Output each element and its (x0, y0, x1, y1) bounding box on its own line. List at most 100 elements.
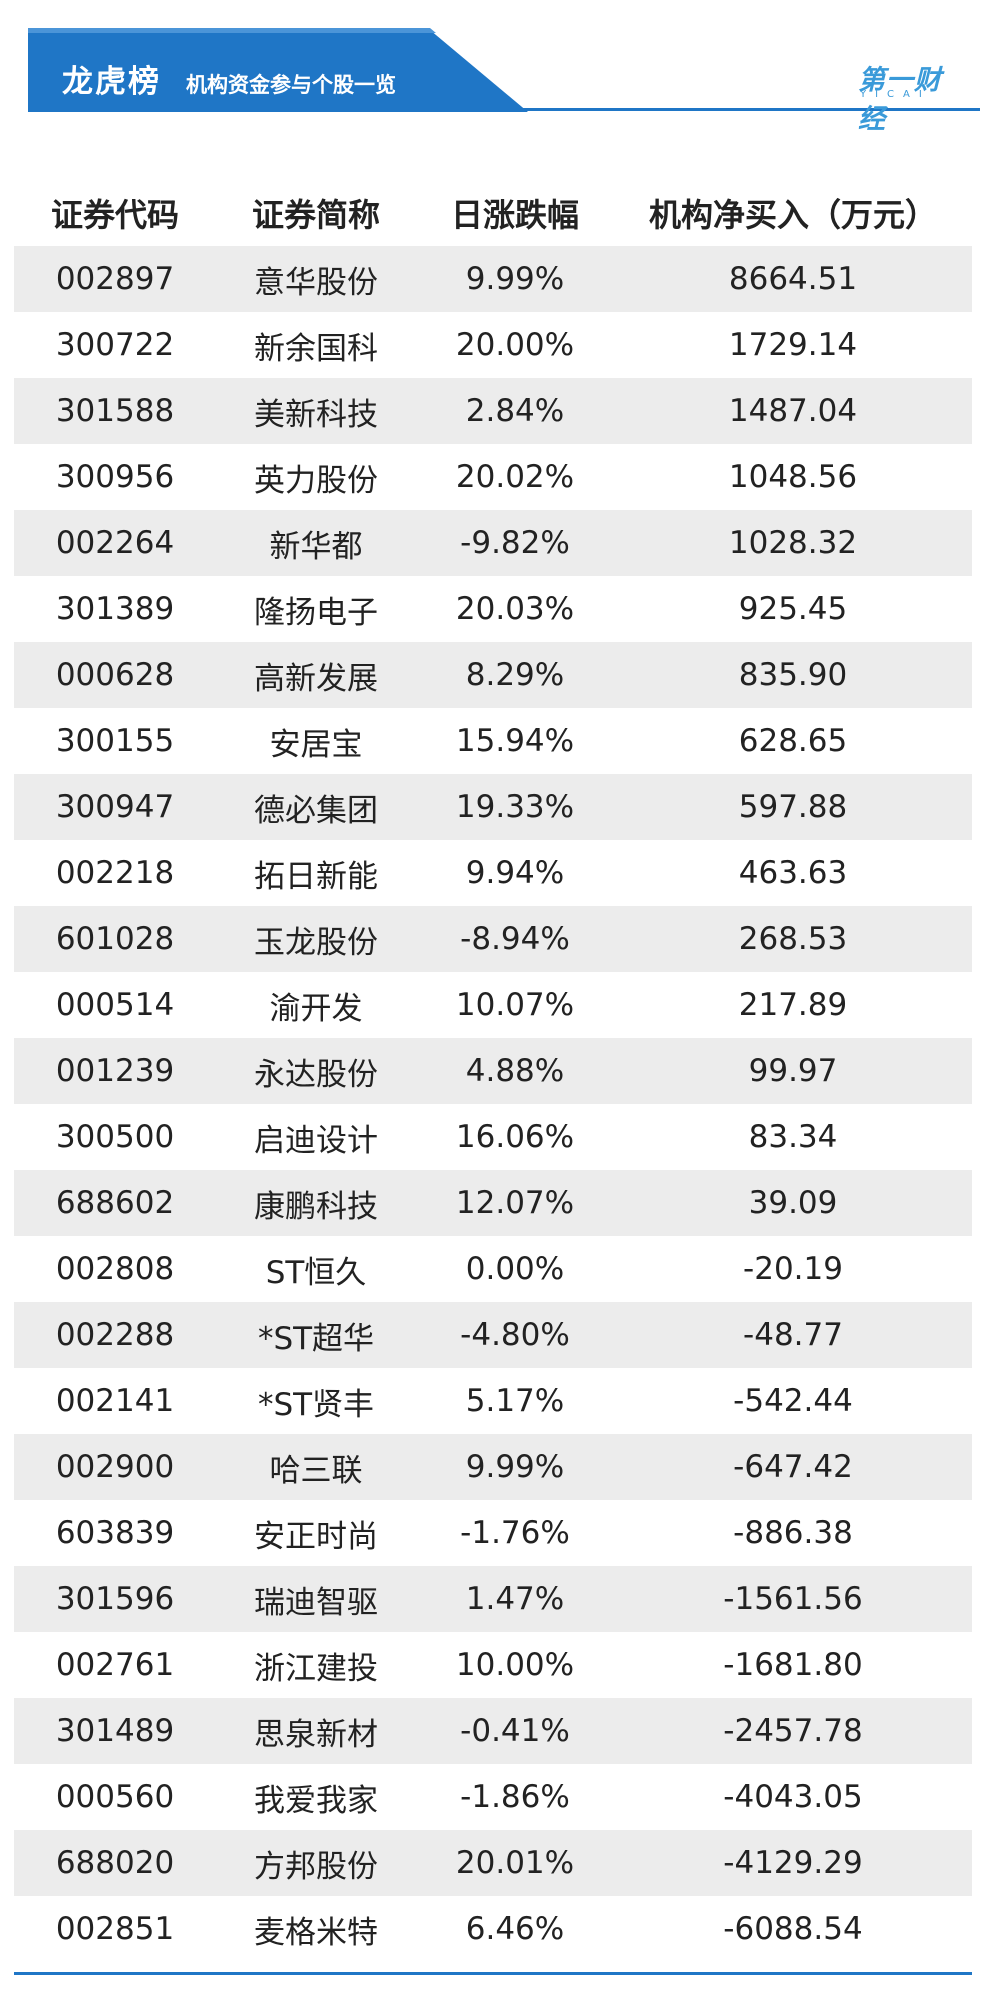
stock-name-cell: 隆扬电子 (254, 594, 378, 631)
stock-code-cell: 300956 (55, 459, 175, 495)
stock-code-cell: 688602 (14, 1170, 216, 1236)
net-buy-cell: 1028.32 (614, 510, 972, 576)
table-row: 002264 新华都 -9.82% 1028.32 (14, 510, 972, 576)
net-buy-cell: 1729.14 (728, 327, 858, 363)
daily-change-cell: -8.94% (416, 906, 614, 972)
stock-name-cell: 德必集团 (216, 774, 416, 840)
stock-code-cell: 002141 (55, 1383, 175, 1419)
table-row: 000514 渝开发 10.07% 217.89 (14, 972, 972, 1038)
stock-code-cell: 000628 (14, 642, 216, 708)
table-row: 002900 哈三联 9.99% -647.42 (14, 1434, 972, 1500)
stock-name-cell: 启迪设计 (254, 1122, 378, 1159)
stock-code-cell: 000560 (55, 1779, 175, 1815)
stock-name-cell: 我爱我家 (254, 1782, 378, 1819)
net-buy-cell: 463.63 (738, 855, 848, 891)
daily-change-cell: 10.07% (455, 987, 575, 1023)
stock-code-cell: 002218 (55, 855, 175, 891)
stock-name-cell: 玉龙股份 (216, 906, 416, 972)
table-row: 688602 康鹏科技 12.07% 39.09 (14, 1170, 972, 1236)
stock-code-cell: 002900 (14, 1434, 216, 1500)
logo-subtext: YICAI (860, 89, 931, 100)
daily-change-cell: 0.00% (465, 1251, 565, 1287)
table-row: 002897 意华股份 9.99% 8664.51 (14, 246, 972, 312)
table-row: 300956 英力股份 20.02% 1048.56 (14, 444, 972, 510)
logo-text: 第一财经 (858, 65, 942, 135)
daily-change-cell: 2.84% (416, 378, 614, 444)
yicai-logo: 第一财经 YICAI (858, 58, 968, 135)
net-buy-cell: -4043.05 (723, 1779, 863, 1815)
stock-code-cell: 301489 (14, 1698, 216, 1764)
institution-trades-table: 证券代码 证券简称 日涨跌幅 机构净买入（万元） 002897 意华股份 9.99%… (14, 180, 972, 1962)
daily-change-cell: -1.86% (460, 1779, 570, 1815)
stock-code-cell: 300722 (55, 327, 175, 363)
daily-change-cell: 12.07% (416, 1170, 614, 1236)
stock-name-cell: 康鹏科技 (216, 1170, 416, 1236)
daily-change-cell: 20.00% (455, 327, 575, 363)
table-row: 300722 新余国科 20.00% 1729.14 (14, 312, 972, 378)
table-row: 002288 *ST超华 -4.80% -48.77 (14, 1302, 972, 1368)
stock-code-cell: 001239 (14, 1038, 216, 1104)
stock-code-cell: 002264 (14, 510, 216, 576)
stock-code-cell: 002808 (55, 1251, 175, 1287)
stock-name-cell: 高新发展 (216, 642, 416, 708)
header-name: 证券简称 (251, 196, 380, 234)
daily-change-cell: 1.47% (416, 1566, 614, 1632)
daily-change-cell: -9.82% (416, 510, 614, 576)
net-buy-cell: -1681.80 (723, 1647, 863, 1683)
table-row: 301389 隆扬电子 20.03% 925.45 (14, 576, 972, 642)
table-row: 000628 高新发展 8.29% 835.90 (14, 642, 972, 708)
bottom-rule (14, 1972, 972, 1975)
table-row: 002808 ST恒久 0.00% -20.19 (14, 1236, 972, 1302)
daily-change-cell: 20.01% (416, 1830, 614, 1896)
net-buy-cell: 835.90 (614, 642, 972, 708)
stock-name-cell: 美新科技 (216, 378, 416, 444)
stock-name-cell: 麦格米特 (254, 1914, 378, 1951)
stock-code-cell: 688020 (14, 1830, 216, 1896)
daily-change-cell: 9.99% (416, 1434, 614, 1500)
table-header-row: 证券代码 证券简称 日涨跌幅 机构净买入（万元） (14, 180, 972, 246)
table-row: 300500 启迪设计 16.06% 83.34 (14, 1104, 972, 1170)
daily-change-cell: 19.33% (416, 774, 614, 840)
table-row: 002851 麦格米特 6.46% -6088.54 (14, 1896, 972, 1962)
stock-code-cell: 002851 (55, 1911, 175, 1947)
table-row: 000560 我爱我家 -1.86% -4043.05 (14, 1764, 972, 1830)
net-buy-cell: 8664.51 (614, 246, 972, 312)
net-buy-cell: -4129.29 (614, 1830, 972, 1896)
banner-title: 龙虎榜 (62, 64, 161, 100)
stock-name-cell: 新余国科 (254, 330, 378, 367)
table-row: 603839 安正时尚 -1.76% -886.38 (14, 1500, 972, 1566)
net-buy-cell: 925.45 (738, 591, 848, 627)
net-buy-cell: 1048.56 (728, 459, 858, 495)
stock-name-cell: 安居宝 (269, 726, 363, 763)
daily-change-cell: 10.00% (455, 1647, 575, 1683)
table-row: 300155 安居宝 15.94% 628.65 (14, 708, 972, 774)
stock-name-cell: 瑞迪智驱 (216, 1566, 416, 1632)
stock-code-cell: 301596 (14, 1566, 216, 1632)
net-buy-cell: 39.09 (614, 1170, 972, 1236)
daily-change-cell: 20.02% (455, 459, 575, 495)
table-row: 688020 方邦股份 20.01% -4129.29 (14, 1830, 972, 1896)
stock-name-cell: 意华股份 (216, 246, 416, 312)
header-code: 证券代码 (50, 196, 179, 234)
stock-code-cell: 300155 (55, 723, 175, 759)
stock-name-cell: 方邦股份 (216, 1830, 416, 1896)
net-buy-cell: -48.77 (614, 1302, 972, 1368)
net-buy-cell: 83.34 (748, 1119, 838, 1155)
stock-name-cell: 哈三联 (216, 1434, 416, 1500)
stock-code-cell: 002288 (14, 1302, 216, 1368)
stock-name-cell: ST恒久 (265, 1254, 367, 1291)
table-row: 301588 美新科技 2.84% 1487.04 (14, 378, 972, 444)
stock-code-cell: 300947 (14, 774, 216, 840)
stock-name-cell: *ST超华 (216, 1302, 416, 1368)
daily-change-cell: 6.46% (465, 1911, 565, 1947)
daily-change-cell: 9.99% (416, 246, 614, 312)
stock-code-cell: 301389 (55, 591, 175, 627)
header-change: 日涨跌幅 (450, 196, 579, 234)
stock-name-cell: 安正时尚 (254, 1518, 378, 1555)
table-row: 301596 瑞迪智驱 1.47% -1561.56 (14, 1566, 972, 1632)
net-buy-cell: 1487.04 (614, 378, 972, 444)
daily-change-cell: 5.17% (465, 1383, 565, 1419)
table-row: 300947 德必集团 19.33% 597.88 (14, 774, 972, 840)
daily-change-cell: 20.03% (455, 591, 575, 627)
net-buy-cell: -647.42 (614, 1434, 972, 1500)
